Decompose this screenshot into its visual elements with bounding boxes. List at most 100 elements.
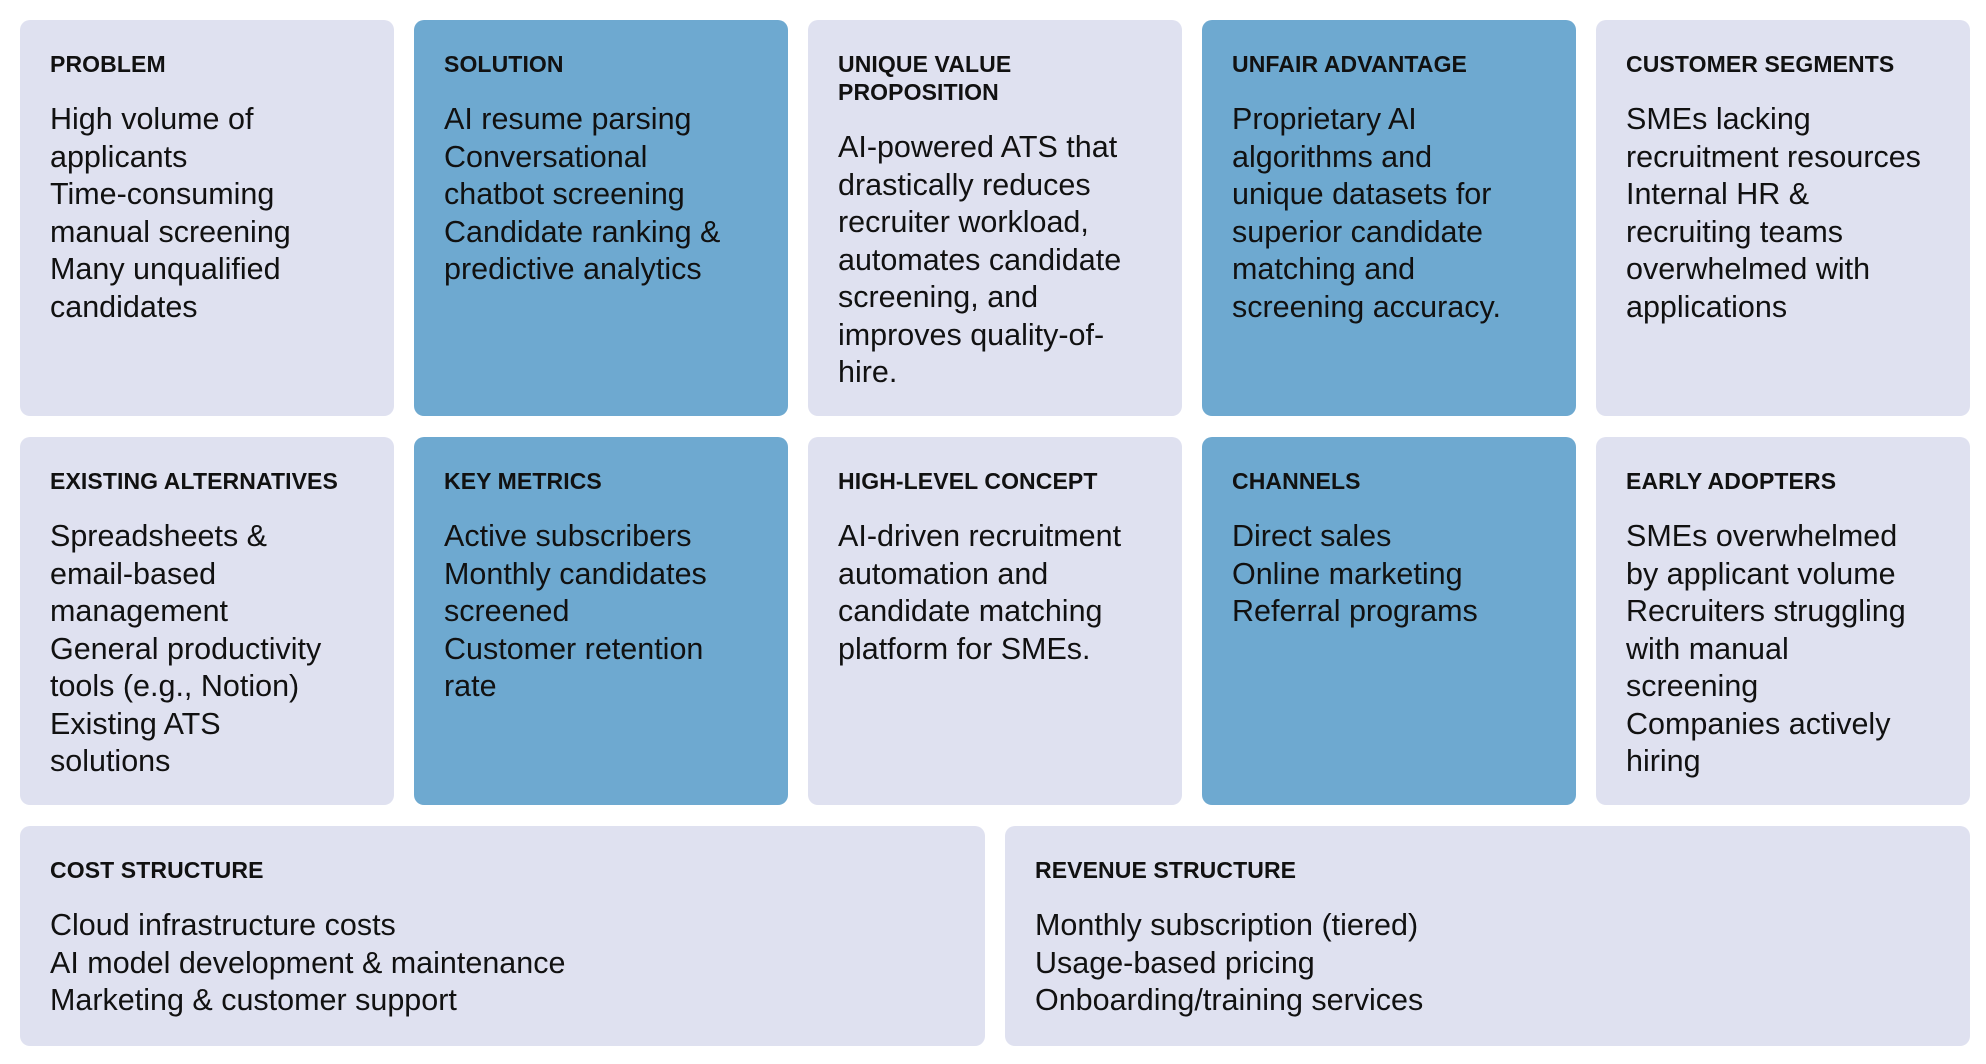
metrics-line: rate: [444, 669, 497, 703]
concept-line: automation and: [838, 556, 1049, 591]
unfair-line: Proprietary AI: [1232, 102, 1417, 136]
adopters-line: Recruiters struggling: [1626, 594, 1906, 628]
uvp-line: hire.: [838, 355, 898, 389]
early-adopters-card: EARLY ADOPTERS SMEs overwhelmed by appli…: [1596, 437, 1970, 805]
solution-body: AI resume parsing Conversational chatbot…: [444, 101, 760, 289]
uvp-line: improves quality-of-: [838, 317, 1105, 352]
problem-line: Time-consuming: [50, 177, 275, 211]
cost-structure-card: COST STRUCTURE Cloud infrastructure cost…: [20, 826, 985, 1046]
solution-card: SOLUTION AI resume parsing Conversationa…: [414, 20, 788, 416]
metrics-line: screened: [444, 594, 570, 628]
uvp-line: recruiter workload,: [838, 205, 1089, 239]
revenue-line: Onboarding/training services: [1035, 983, 1424, 1017]
alternatives-line: General productivity: [50, 631, 322, 666]
concept-line: platform for SMEs.: [838, 631, 1091, 666]
existing-alternatives-body: Spreadsheets & email-based management Ge…: [50, 518, 366, 781]
channels-line: Online marketing: [1232, 556, 1463, 591]
early-adopters-body: SMEs overwhelmed by applicant volume Rec…: [1626, 518, 1942, 781]
adopters-line: with manual: [1626, 631, 1789, 666]
uvp-title-line: PROPOSITION: [838, 79, 999, 105]
customer-segments-title: CUSTOMER SEGMENTS: [1626, 51, 1895, 77]
segments-line: recruiting teams: [1626, 214, 1843, 249]
uvp-line: drastically reduces: [838, 167, 1091, 202]
alternatives-line: Spreadsheets &: [50, 519, 268, 553]
revenue-structure-body: Monthly subscription (tiered) Usage-base…: [1035, 907, 1942, 1020]
existing-alternatives-card: EXISTING ALTERNATIVES Spreadsheets & ema…: [20, 437, 394, 805]
solution-line: AI resume parsing: [444, 102, 692, 136]
revenue-line: Monthly subscription (tiered): [1035, 908, 1419, 942]
existing-alternatives-title: EXISTING ALTERNATIVES: [50, 468, 338, 494]
unfair-advantage-title: UNFAIR ADVANTAGE: [1232, 51, 1468, 77]
revenue-structure-title: REVENUE STRUCTURE: [1035, 857, 1297, 883]
cost-structure-body: Cloud infrastructure costs AI model deve…: [50, 907, 957, 1020]
adopters-line: screening: [1626, 669, 1759, 703]
alternatives-line: email-based: [50, 556, 217, 591]
problem-body: High volume of applicants Time-consuming…: [50, 101, 366, 326]
customer-segments-body: SMEs lacking recruitment resources Inter…: [1626, 101, 1942, 326]
uvp-line: AI-powered ATS that: [838, 130, 1118, 164]
alternatives-line: solutions: [50, 744, 171, 778]
uvp-line: screening, and: [838, 280, 1039, 314]
unfair-advantage-card: UNFAIR ADVANTAGE Proprietary AI algorith…: [1202, 20, 1576, 416]
cost-line: AI model development & maintenance: [50, 945, 566, 980]
high-level-concept-title: HIGH-LEVEL CONCEPT: [838, 468, 1098, 494]
segments-line: SMEs lacking: [1626, 102, 1811, 136]
segments-line: applications: [1626, 289, 1788, 324]
unfair-line: screening accuracy.: [1232, 289, 1501, 324]
channels-line: Direct sales: [1232, 519, 1392, 553]
high-level-concept-card: HIGH-LEVEL CONCEPT AI-driven recruitment…: [808, 437, 1182, 805]
uvp-line: automates candidate: [838, 242, 1122, 277]
solution-line: Candidate ranking &: [444, 214, 721, 249]
key-metrics-card: KEY METRICS Active subscribers Monthly c…: [414, 437, 788, 805]
cost-line: Cloud infrastructure costs: [50, 908, 396, 942]
unfair-line: superior candidate: [1232, 214, 1483, 249]
alternatives-line: management: [50, 594, 229, 628]
revenue-structure-card: REVENUE STRUCTURE Monthly subscription (…: [1005, 826, 1970, 1046]
problem-line: manual screening: [50, 214, 291, 249]
customer-segments-card: CUSTOMER SEGMENTS SMEs lacking recruitme…: [1596, 20, 1970, 416]
unfair-line: algorithms and: [1232, 139, 1433, 174]
adopters-line: SMEs overwhelmed: [1626, 519, 1898, 553]
unique-value-proposition-title: UNIQUE VALUE PROPOSITION: [838, 50, 1154, 106]
unfair-line: matching and: [1232, 252, 1416, 286]
cost-line: Marketing & customer support: [50, 983, 457, 1017]
solution-line: Conversational: [444, 139, 648, 174]
metrics-line: Customer retention: [444, 631, 704, 666]
metrics-line: Active subscribers: [444, 519, 692, 553]
segments-line: Internal HR &: [1626, 177, 1810, 211]
early-adopters-title: EARLY ADOPTERS: [1626, 468, 1837, 494]
solution-line: predictive analytics: [444, 252, 702, 286]
metrics-line: Monthly candidates: [444, 556, 707, 591]
problem-line: High volume of: [50, 102, 254, 136]
channels-body: Direct sales Online marketing Referral p…: [1232, 518, 1548, 631]
adopters-line: hiring: [1626, 744, 1701, 778]
alternatives-line: tools (e.g., Notion): [50, 669, 300, 703]
channels-card: CHANNELS Direct sales Online marketing R…: [1202, 437, 1576, 805]
channels-title: CHANNELS: [1232, 468, 1361, 494]
unfair-line: unique datasets for: [1232, 177, 1492, 211]
problem-line: applicants: [50, 139, 188, 174]
concept-line: AI-driven recruitment: [838, 519, 1122, 553]
problem-title: PROBLEM: [50, 51, 166, 77]
revenue-line: Usage-based pricing: [1035, 945, 1315, 980]
channels-line: Referral programs: [1232, 594, 1478, 628]
unfair-advantage-body: Proprietary AI algorithms and unique dat…: [1232, 101, 1548, 326]
key-metrics-body: Active subscribers Monthly candidates sc…: [444, 518, 760, 706]
alternatives-line: Existing ATS: [50, 706, 221, 741]
adopters-line: Companies actively: [1626, 706, 1891, 741]
concept-line: candidate matching: [838, 594, 1103, 628]
solution-title: SOLUTION: [444, 51, 564, 77]
problem-card: PROBLEM High volume of applicants Time-c…: [20, 20, 394, 416]
uvp-title-line: UNIQUE VALUE: [838, 51, 1012, 77]
high-level-concept-body: AI-driven recruitment automation and can…: [838, 518, 1154, 668]
cost-structure-title: COST STRUCTURE: [50, 857, 264, 883]
problem-line: Many unqualified: [50, 252, 281, 286]
solution-line: chatbot screening: [444, 177, 685, 211]
segments-line: overwhelmed with: [1626, 252, 1871, 286]
problem-line: candidates: [50, 289, 198, 324]
adopters-line: by applicant volume: [1626, 556, 1896, 591]
unique-value-proposition-body: AI-powered ATS that drastically reduces …: [838, 129, 1154, 392]
unique-value-proposition-card: UNIQUE VALUE PROPOSITION AI-powered ATS …: [808, 20, 1182, 416]
key-metrics-title: KEY METRICS: [444, 468, 602, 494]
